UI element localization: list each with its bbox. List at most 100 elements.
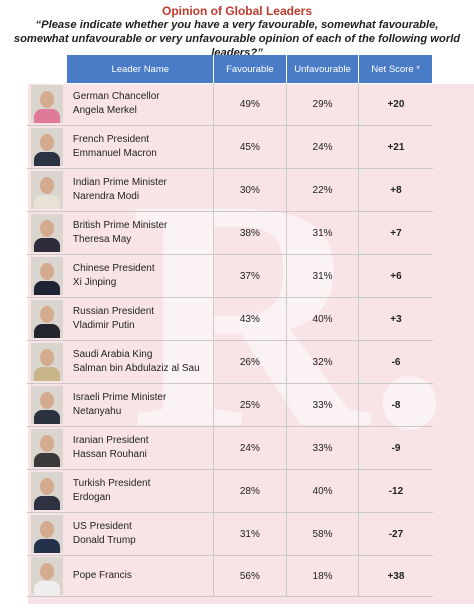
leader-photo-cell: [27, 426, 67, 470]
table-row: Turkish President Erdogan 28% 40% -12: [27, 469, 433, 513]
leader-name-cell: Indian Prime Minister Narendra Modi: [66, 168, 215, 212]
leader-name-cell: Israeli Prime Minister Netanyahu: [66, 383, 215, 427]
net-score-cell: +21: [358, 125, 433, 169]
favourable-cell: 30%: [213, 168, 287, 212]
unfavourable-cell: 32%: [286, 340, 360, 384]
leader-role: Israeli Prime Minister: [72, 392, 167, 403]
net-score-cell: +38: [358, 555, 433, 597]
leader-name-cell: German Chancellor Angela Merkel: [66, 83, 215, 126]
leader-name-cell: Russian President Vladimir Putin: [66, 297, 215, 341]
net-score-cell: +6: [358, 254, 433, 298]
table-row: Russian President Vladimir Putin 43% 40% +3: [27, 297, 433, 341]
leader-photo: [31, 214, 63, 252]
leader-role: Russian President: [72, 306, 155, 317]
table-row: British Prime Minister Theresa May 38% 31% +…: [27, 211, 433, 255]
unfavourable-cell: 31%: [286, 211, 360, 255]
favourable-header: Favourable: [213, 55, 287, 83]
net-score-cell: +20: [358, 83, 433, 126]
leader-name-cell: US President Donald Trump: [66, 512, 215, 556]
table-row: French President Emmanuel Macron 45% 24% +21: [27, 125, 433, 169]
leader-photo: [31, 386, 63, 424]
favourable-cell: 56%: [213, 555, 287, 597]
leader-role: Iranian President: [72, 435, 149, 446]
leader-name-cell: Saudi Arabia King Salman bin Abdulaziz al…: [66, 340, 215, 384]
net-score-cell: +3: [358, 297, 433, 341]
unfavourable-cell: 24%: [286, 125, 360, 169]
leader-photo: [31, 257, 63, 295]
photo-column-header: [27, 55, 68, 83]
leader-photo: [31, 300, 63, 338]
net-score-cell: -8: [358, 383, 433, 427]
leader-name: Vladimir Putin: [72, 320, 135, 331]
leader-name: Theresa May: [72, 234, 132, 245]
leader-role: Indian Prime Minister: [72, 177, 167, 188]
leader-photo-cell: [27, 383, 67, 427]
leader-name-header: Leader Name: [66, 55, 215, 83]
favourable-cell: 37%: [213, 254, 287, 298]
leader-photo-cell: [27, 254, 67, 298]
leader-name: Hassan Rouhani: [72, 449, 147, 460]
leader-role: Chinese President: [72, 263, 155, 274]
favourable-cell: 26%: [213, 340, 287, 384]
leader-role: French President: [72, 134, 150, 145]
leader-photo: [31, 343, 63, 381]
leader-name: Angela Merkel: [72, 105, 137, 116]
leader-name-cell: Pope Francis: [66, 555, 215, 597]
leader-photo-cell: [27, 211, 67, 255]
table-row: Israeli Prime Minister Netanyahu 25% 33% -8: [27, 383, 433, 427]
leader-photo-cell: [27, 469, 67, 513]
favourable-cell: 45%: [213, 125, 287, 169]
leader-name: Salman bin Abdulaziz al Sau: [72, 363, 200, 374]
unfavourable-cell: 18%: [286, 555, 360, 597]
leader-name: Pope Francis: [72, 570, 132, 581]
leader-photo-cell: [27, 297, 67, 341]
unfavourable-cell: 22%: [286, 168, 360, 212]
table-row: US President Donald Trump 31% 58% -27: [27, 512, 433, 556]
leader-role: Turkish President: [72, 478, 151, 489]
table-row: Saudi Arabia King Salman bin Abdulaziz al…: [27, 340, 433, 384]
leader-photo: [31, 472, 63, 510]
leader-photo-cell: [27, 168, 67, 212]
favourable-cell: 31%: [213, 512, 287, 556]
favourable-cell: 43%: [213, 297, 287, 341]
unfavourable-cell: 33%: [286, 383, 360, 427]
leader-role: British Prime Minister: [72, 220, 168, 231]
table-header-row: Leader Name Favourable Unfavourable Net …: [27, 55, 433, 83]
leader-name: Netanyahu: [72, 406, 122, 417]
table-row: Pope Francis 56% 18% +38: [27, 555, 433, 597]
unfavourable-cell: 40%: [286, 469, 360, 513]
net-score-cell: +7: [358, 211, 433, 255]
net-score-cell: -27: [358, 512, 433, 556]
leader-photo-cell: [27, 83, 67, 126]
unfavourable-header: Unfavourable: [286, 55, 360, 83]
net-score-header: Net Score *: [358, 55, 433, 83]
favourable-cell: 28%: [213, 469, 287, 513]
leader-photo-cell: [27, 512, 67, 556]
leader-name: Erdogan: [72, 492, 111, 503]
favourable-cell: 38%: [213, 211, 287, 255]
leader-role: US President: [72, 521, 132, 532]
net-score-cell: -6: [358, 340, 433, 384]
leader-role: German Chancellor: [72, 91, 160, 102]
leader-name-cell: French President Emmanuel Macron: [66, 125, 215, 169]
unfavourable-cell: 58%: [286, 512, 360, 556]
leader-name-cell: Iranian President Hassan Rouhani: [66, 426, 215, 470]
leader-photo: [31, 171, 63, 209]
table-body: German Chancellor Angela Merkel 49% 29% +20 F…: [27, 83, 433, 597]
unfavourable-cell: 29%: [286, 83, 360, 126]
survey-question: “Please indicate whether you have a very…: [13, 19, 461, 59]
leader-photo-cell: [27, 125, 67, 169]
leader-photo: [31, 85, 63, 123]
leaders-table: Leader Name Favourable Unfavourable Net …: [27, 55, 433, 597]
favourable-cell: 24%: [213, 426, 287, 470]
favourable-cell: 49%: [213, 83, 287, 126]
leader-photo-cell: [27, 340, 67, 384]
leader-name: Emmanuel Macron: [72, 148, 157, 159]
table-row: Iranian President Hassan Rouhani 24% 33% -9: [27, 426, 433, 470]
favourable-cell: 25%: [213, 383, 287, 427]
leader-name: Xi Jinping: [72, 277, 117, 288]
leader-photo: [31, 557, 63, 595]
net-score-cell: -12: [358, 469, 433, 513]
leader-name-cell: Chinese President Xi Jinping: [66, 254, 215, 298]
unfavourable-cell: 40%: [286, 297, 360, 341]
